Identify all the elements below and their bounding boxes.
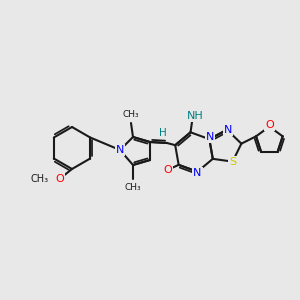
Text: CH₃: CH₃ bbox=[31, 174, 49, 184]
Text: N: N bbox=[224, 125, 232, 135]
Text: H: H bbox=[159, 128, 167, 138]
Text: S: S bbox=[229, 157, 236, 166]
Text: NH: NH bbox=[187, 111, 204, 121]
Text: O: O bbox=[265, 120, 274, 130]
Text: N: N bbox=[193, 168, 202, 178]
Text: O: O bbox=[163, 165, 172, 175]
Text: N: N bbox=[116, 145, 124, 155]
Text: N: N bbox=[206, 132, 214, 142]
Text: O: O bbox=[56, 174, 64, 184]
Text: CH₃: CH₃ bbox=[123, 110, 139, 119]
Text: CH₃: CH₃ bbox=[125, 183, 141, 192]
